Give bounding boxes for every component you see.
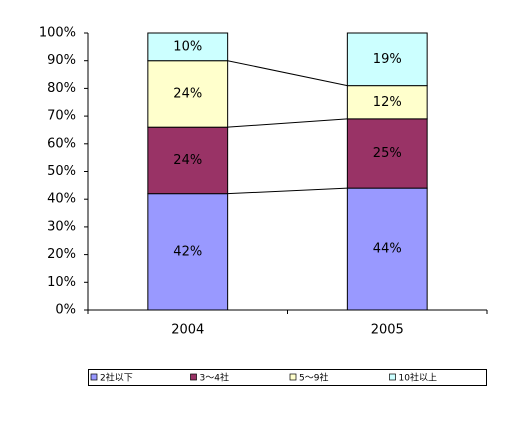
bar-segment	[346, 85, 428, 120]
data-label: 19%	[373, 52, 402, 67]
y-tick-label: 100%	[39, 26, 76, 41]
data-label: 42%	[173, 244, 202, 259]
data-label: 10%	[173, 39, 202, 54]
bar-segment	[346, 32, 428, 87]
legend-label: 5～9社	[299, 372, 328, 384]
y-tick-label: 10%	[47, 275, 76, 290]
y-tick-label: 30%	[47, 219, 76, 234]
series-line	[227, 187, 348, 195]
legend-label: 10社以上	[399, 372, 437, 384]
y-tick-label: 0%	[55, 303, 76, 318]
y-tick-label: 70%	[47, 109, 76, 124]
bar-segment	[147, 60, 229, 128]
y-tick-label: 90%	[47, 53, 76, 68]
y-tick-label: 60%	[47, 136, 76, 151]
x-tick-label: 2005	[371, 323, 404, 338]
y-tick-label: 40%	[47, 192, 76, 207]
legend-swatch	[190, 373, 197, 381]
y-tick-label: 20%	[47, 247, 76, 262]
legend	[88, 369, 487, 386]
series-line	[227, 60, 348, 87]
data-label: 44%	[373, 242, 402, 257]
legend-label: 2社以下	[100, 372, 133, 384]
bar-segment	[147, 126, 229, 195]
data-label: 12%	[373, 95, 402, 110]
x-tick-label: 2004	[171, 323, 204, 338]
data-label: 24%	[173, 153, 202, 168]
bar-segment	[346, 118, 428, 189]
legend-swatch	[90, 373, 98, 381]
data-label: 24%	[173, 86, 202, 101]
y-tick-label: 50%	[47, 164, 76, 179]
series-line	[227, 118, 348, 128]
legend-swatch	[289, 373, 297, 381]
y-tick-label: 80%	[47, 81, 76, 96]
bar-segment	[147, 32, 229, 62]
bar-segment	[346, 187, 428, 311]
legend-swatch	[389, 373, 396, 381]
data-label: 25%	[373, 146, 402, 161]
legend-label: 3～4社	[200, 372, 229, 384]
